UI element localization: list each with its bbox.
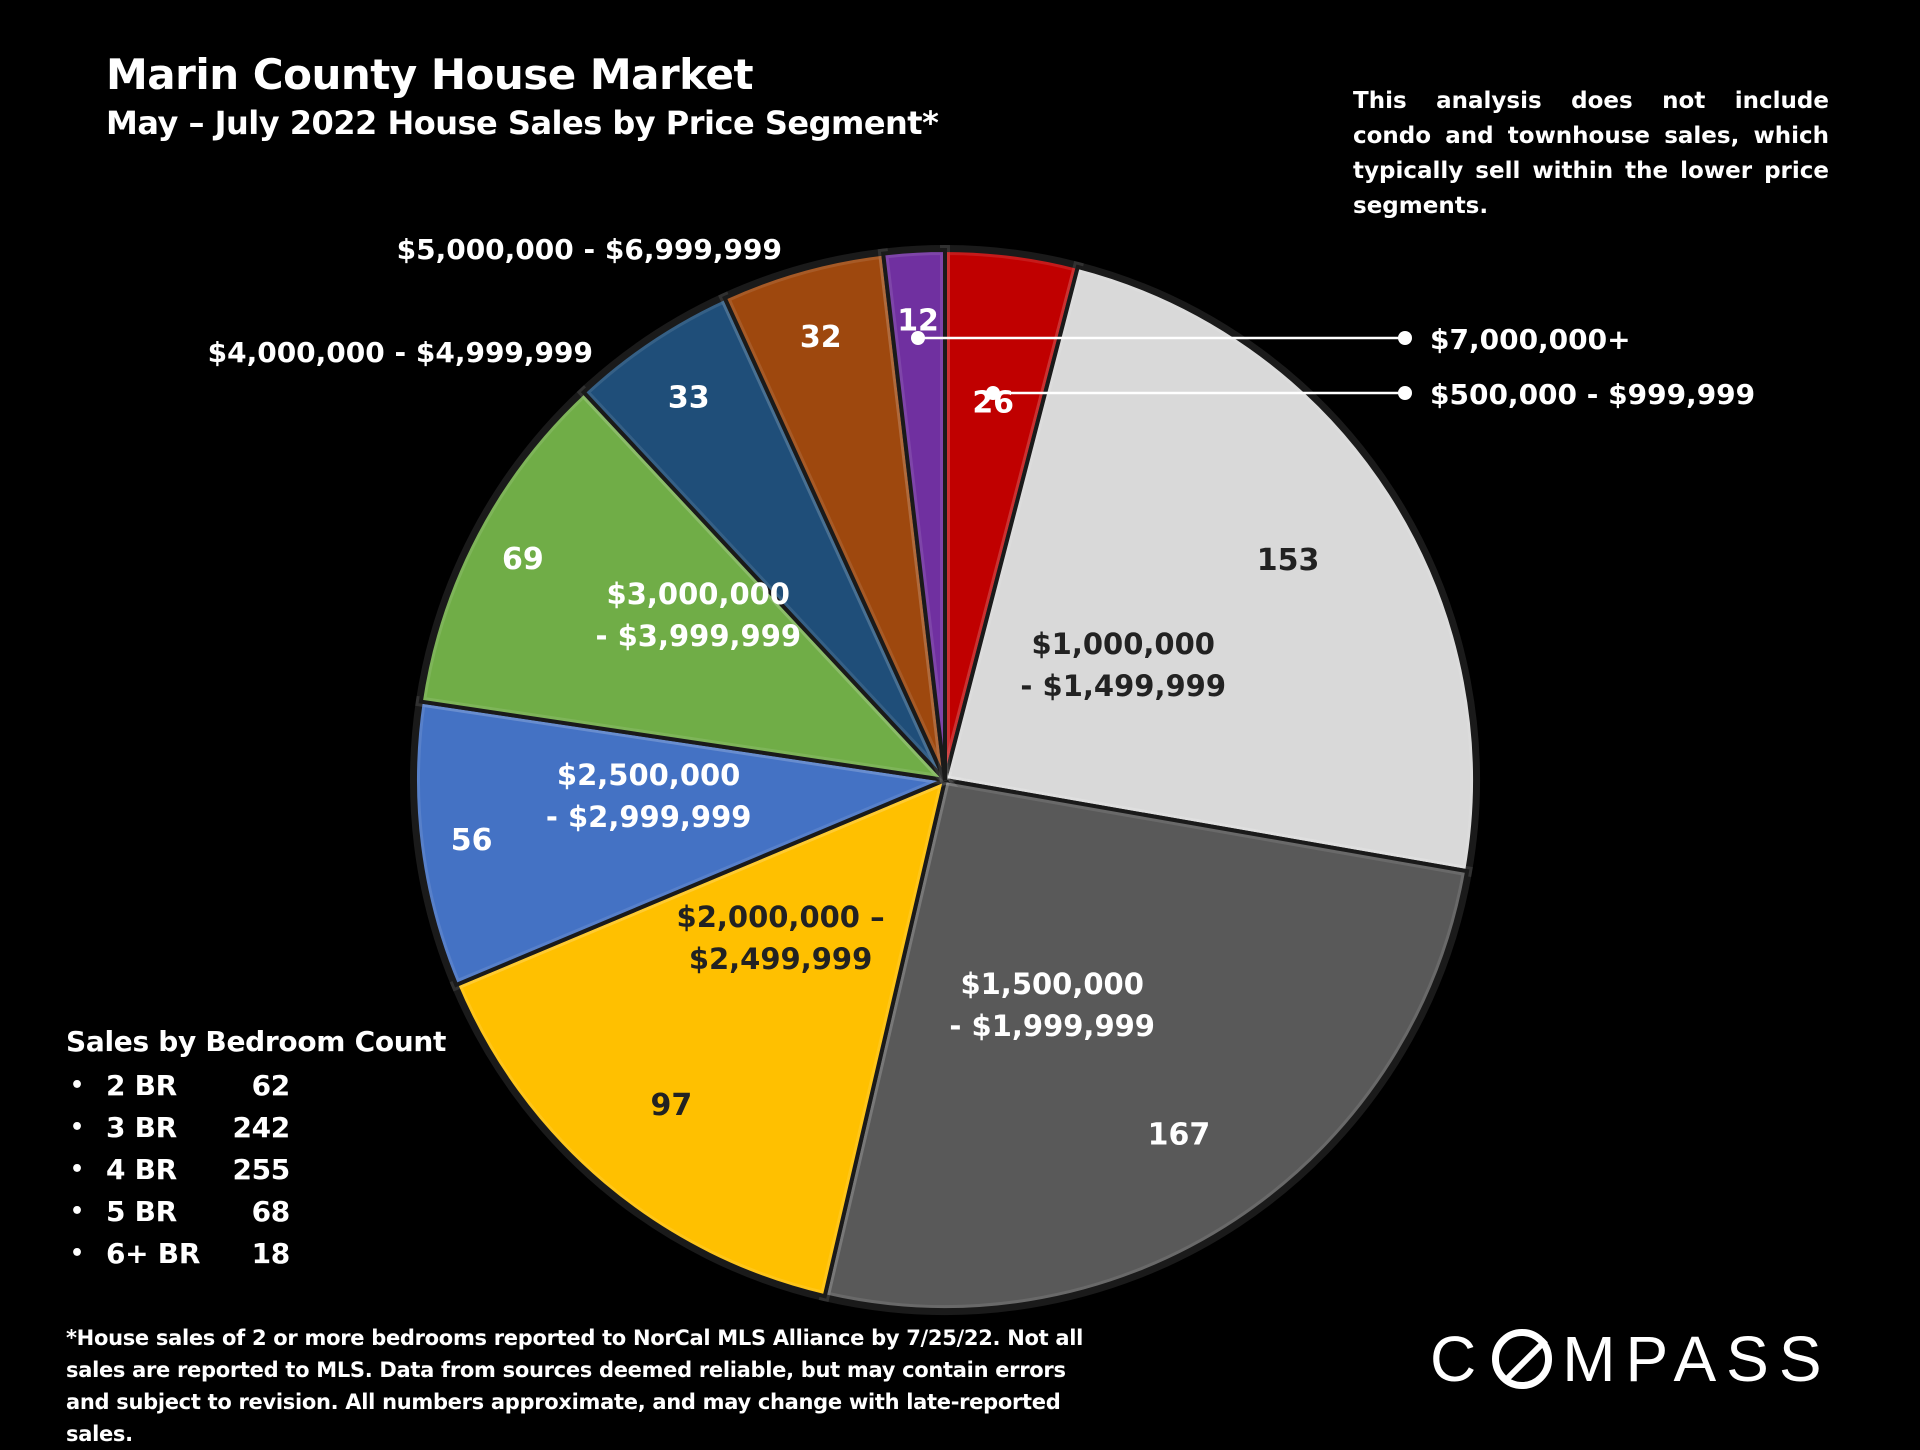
pie-slice-bevel xyxy=(576,291,950,784)
pie-slice xyxy=(453,776,948,1299)
legend-item-count: 68 xyxy=(251,1194,291,1228)
slice-segment-label: $7,000,000+ xyxy=(1430,323,1631,356)
pie-slice-bevel xyxy=(410,695,964,992)
bullet-icon: • xyxy=(70,1198,84,1224)
legend-item: • 2 BR 62 xyxy=(66,1064,446,1106)
leader-dot xyxy=(911,331,925,345)
pie-slice-bevel xyxy=(877,244,950,781)
leader-dot xyxy=(1398,331,1412,345)
slice-segment-label: $1,000,000 xyxy=(1031,627,1214,661)
slice-value-label: 69 xyxy=(502,542,544,577)
leader-dot xyxy=(986,386,1000,400)
slice-value-label: 33 xyxy=(668,381,710,416)
pie-slice xyxy=(418,389,951,783)
slice-value-label: 153 xyxy=(1257,543,1320,578)
slice-segment-label: - $2,999,999 xyxy=(546,800,752,834)
pie-slice-bevel xyxy=(415,385,959,788)
legend-title: Sales by Bedroom Count xyxy=(66,1025,447,1058)
pie-slice-bevel xyxy=(449,771,953,1303)
slice-segment-label: - $1,499,999 xyxy=(1020,669,1226,703)
legend-item-label: 4 BR xyxy=(106,1152,177,1186)
slice-value-label: 56 xyxy=(451,823,493,858)
bedroom-legend: Sales by Bedroom Count • 2 BR 62 • 3 BR … xyxy=(66,1025,446,1274)
legend-item-count: 255 xyxy=(232,1152,290,1186)
analysis-note: This analysis does not include condo and… xyxy=(1353,88,1829,219)
slice-segment-label: - $3,999,999 xyxy=(595,619,801,653)
slice-segment-label: $2,000,000 – xyxy=(677,900,885,934)
legend-item-count: 242 xyxy=(232,1110,290,1144)
slice-value-label: 167 xyxy=(1148,1118,1211,1153)
slice-segment-label: $1,500,000 xyxy=(960,967,1143,1001)
pie-slice-bevel xyxy=(938,260,1480,877)
pie-slice-bevel xyxy=(718,248,950,783)
compass-logo: C MPASS xyxy=(1430,1322,1832,1396)
legend-item-label: 3 BR xyxy=(106,1110,177,1144)
slice-value-label: 97 xyxy=(651,1088,693,1123)
bullet-icon: • xyxy=(70,1114,84,1140)
legend-item-count: 18 xyxy=(251,1236,291,1270)
slice-segment-label: $3,000,000 xyxy=(607,577,790,611)
slice-segment-label: $5,000,000 - $6,999,999 xyxy=(397,233,782,266)
compass-o-icon xyxy=(1492,1329,1553,1389)
legend-item-label: 6+ BR xyxy=(106,1236,201,1270)
legend-item-count: 62 xyxy=(251,1068,291,1102)
legend-item-label: 5 BR xyxy=(106,1194,177,1228)
slice-segment-label: $4,000,000 - $4,999,999 xyxy=(208,336,593,369)
footnote: *House sales of 2 or more bedrooms repor… xyxy=(66,1326,1084,1446)
slice-value-label: 32 xyxy=(800,320,842,355)
pie-slice xyxy=(822,777,1470,1312)
legend-item: • 3 BR 242 xyxy=(66,1106,446,1148)
bullet-icon: • xyxy=(70,1156,84,1182)
legend-item: • 4 BR 255 xyxy=(66,1148,446,1190)
slice-segment-label: $2,500,000 xyxy=(557,758,740,792)
chart-subtitle: May – July 2022 House Sales by Price Seg… xyxy=(106,104,939,142)
pie-slice xyxy=(580,295,947,782)
legend-item-label: 2 BR xyxy=(106,1068,177,1102)
pie-slice xyxy=(722,251,947,781)
bullet-icon: • xyxy=(70,1240,84,1266)
logo-text-start: C xyxy=(1430,1323,1487,1395)
legend-item: • 5 BR 68 xyxy=(66,1190,446,1232)
pie-slice-bevel xyxy=(818,774,1473,1315)
bullet-icon: • xyxy=(70,1072,84,1098)
slice-segment-label: $500,000 - $999,999 xyxy=(1430,378,1755,411)
slice-segment-label: - $1,999,999 xyxy=(949,1009,1155,1043)
chart-title: Marin County House Market xyxy=(106,50,754,99)
slice-segment-label: $2,499,999 xyxy=(689,942,872,976)
pie-slice xyxy=(942,264,1477,874)
pie-slice xyxy=(413,699,953,988)
legend-item: • 6+ BR 18 xyxy=(66,1232,446,1274)
leader-dot xyxy=(1398,386,1412,400)
logo-text-end: MPASS xyxy=(1562,1323,1832,1395)
pie-slice xyxy=(880,247,947,781)
